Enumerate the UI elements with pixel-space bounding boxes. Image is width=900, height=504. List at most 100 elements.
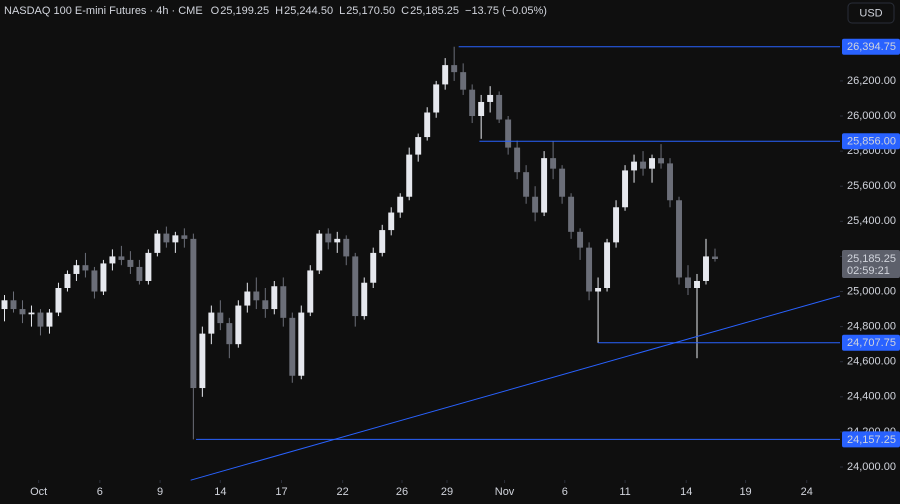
x-tick-label: 14 (680, 486, 692, 498)
candle-body (298, 312, 305, 376)
candle-body (505, 119, 512, 148)
candle-body (136, 266, 143, 281)
candle-body (379, 230, 386, 253)
y-tick-label: 24,000.00 (847, 461, 896, 473)
candle-body (262, 300, 269, 310)
candle-body (658, 158, 664, 164)
last-price-box (842, 249, 900, 278)
candle-body (1, 300, 8, 310)
currency-button[interactable] (847, 2, 895, 24)
y-tick-label: 26,200.00 (847, 75, 896, 87)
candle-body (577, 231, 584, 248)
candle-body (109, 256, 116, 264)
candle-body (649, 158, 656, 169)
y-tick-label: 24,600.00 (847, 356, 896, 368)
level-label-box (842, 38, 900, 55)
symbol-title: NASDAQ 100 E-mini Futures · 4h · CME (4, 5, 203, 17)
candle-body (82, 265, 89, 271)
candle-body (253, 291, 260, 301)
legend-value: 25,170.50 (346, 5, 395, 17)
candle-body (667, 163, 673, 201)
candle-body (46, 312, 53, 327)
currency-label[interactable]: USD (859, 7, 882, 19)
legend-value: 25,199.25 (220, 5, 269, 17)
x-tick-label: 6 (97, 486, 103, 498)
legend-key: O (211, 5, 220, 17)
level-label: 24,157.25 (847, 434, 896, 446)
x-tick-label: 19 (739, 486, 751, 498)
candle-body (316, 233, 323, 271)
candle-body (712, 256, 718, 259)
candle-body (343, 238, 350, 257)
y-tick-label: 25,600.00 (847, 180, 896, 192)
candle-body (226, 323, 233, 345)
candle-body (469, 89, 476, 117)
level-label: 26,394.75 (847, 41, 896, 53)
candle-body (541, 158, 548, 213)
candle-body (559, 168, 566, 197)
countdown-label: 02:59:21 (847, 265, 890, 277)
last-price-label: 25,185.25 (847, 253, 896, 265)
candle-body (676, 200, 682, 278)
candle-body (37, 312, 44, 327)
candle-body (631, 161, 638, 171)
candle-body (388, 212, 395, 231)
candle-body (433, 84, 440, 113)
candle-body (415, 137, 422, 155)
x-tick-label: Oct (30, 486, 47, 498)
candle-body (73, 265, 80, 274)
y-tick-label: 25,000.00 (847, 285, 896, 297)
candle-body (289, 317, 296, 376)
candle-body (514, 147, 521, 173)
candle-body (10, 300, 17, 310)
candle-body (685, 277, 691, 288)
legend-key: H (275, 5, 283, 17)
candle-body (64, 273, 71, 288)
candle-body (406, 154, 413, 197)
candle-body (190, 238, 197, 389)
candle-body (496, 94, 503, 120)
candle-body (595, 288, 602, 292)
candle-body (604, 242, 611, 288)
level-label: 25,856.00 (847, 136, 896, 148)
trend-line (190, 295, 841, 481)
candle-body (478, 101, 485, 117)
candle-body (271, 286, 278, 310)
level-label-box (842, 431, 900, 448)
legend-change: −13.75 (−0.05%) (465, 5, 547, 17)
candle-body (487, 94, 494, 102)
candle-body (307, 270, 314, 313)
candle-body (55, 288, 62, 313)
x-tick-label: 6 (562, 486, 568, 498)
y-tick-label: 24,400.00 (847, 391, 896, 403)
candle-body (163, 233, 170, 243)
candle-body (280, 286, 287, 318)
candle-body (217, 312, 224, 324)
candle-body (694, 280, 700, 288)
candle-body (640, 161, 647, 169)
legend-value: 25,185.25 (410, 5, 459, 17)
candle-body (19, 309, 26, 315)
x-tick-label: 17 (275, 486, 287, 498)
candle-body (100, 263, 107, 292)
candle-body (91, 270, 98, 292)
candle-body (235, 305, 242, 345)
legend-key: C (401, 5, 409, 17)
candle-body (442, 65, 449, 85)
candle-body (532, 196, 539, 213)
candle-body (352, 256, 359, 317)
x-tick-label: 22 (337, 486, 349, 498)
x-tick-label: 26 (396, 486, 408, 498)
candle-body (361, 282, 368, 317)
candle-body (181, 235, 188, 239)
candle-body (424, 112, 431, 138)
level-label-box (842, 133, 900, 150)
candle-body (127, 259, 134, 267)
candle-body (523, 172, 530, 197)
candle-body (451, 65, 458, 73)
x-tick-label: Nov (495, 486, 515, 498)
x-tick-label: 14 (214, 486, 226, 498)
